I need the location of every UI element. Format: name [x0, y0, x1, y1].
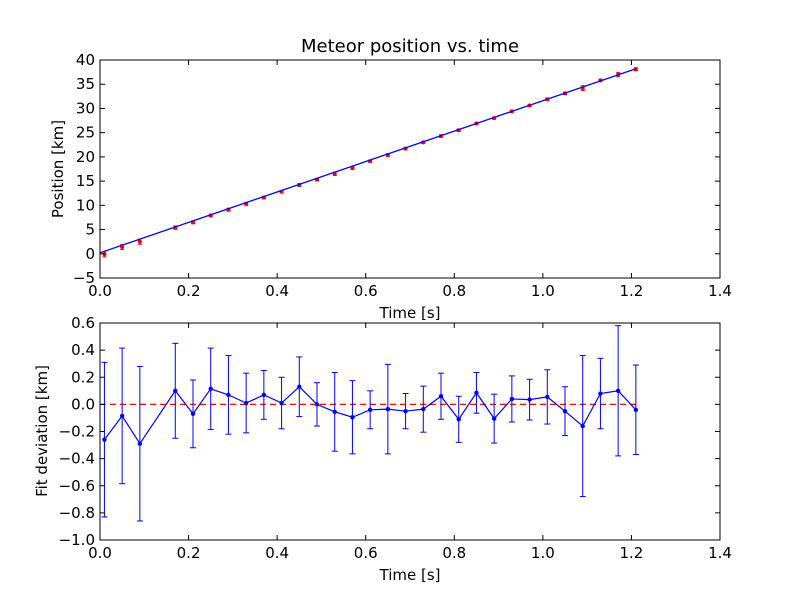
deviation-data-point	[102, 437, 107, 442]
deviation-y-tick-label: −0.2	[59, 423, 95, 441]
deviation-y-axis-label: Fit deviation [km]	[33, 365, 51, 497]
deviation-y-tick-label: 0.4	[71, 341, 95, 359]
deviation-data-point	[421, 406, 426, 412]
position-y-tick-label: −5	[73, 269, 95, 287]
deviation-panel: 0.0 0.2 0.4 0.6 0.8 1.0 1.2 1.4 −1.0 −0.8 −0.6 −0.4…	[33, 314, 732, 584]
position-y-tick-label: 10	[76, 196, 95, 214]
position-panel: 0.0 0.2 0.4 0.6 0.8 1.0 1.2 1.4 −5 0 5 10 15 20 25 30 35…	[49, 36, 732, 322]
position-axes-frame	[99, 59, 721, 279]
deviation-data-point	[438, 394, 444, 399]
deviation-data-point	[474, 390, 479, 396]
position-x-tick-label: 0.8	[442, 282, 466, 300]
position-ticks: 0.0 0.2 0.4 0.6 0.8 1.0 1.2 1.4 −5 0 5 10 15 20 25 30 35…	[73, 51, 732, 300]
deviation-x-tick-label: 0.2	[177, 544, 201, 562]
deviation-data-point	[403, 408, 408, 414]
deviation-x-tick-label: 1.0	[531, 544, 555, 562]
deviation-y-tick-label: −1.0	[59, 531, 95, 549]
position-x-tick-label: 0.0	[88, 282, 112, 300]
deviation-x-tick-label: 1.4	[708, 544, 732, 562]
deviation-data-point	[261, 392, 267, 398]
deviation-x-tick-label: 0.8	[442, 544, 466, 562]
deviation-data-point	[385, 406, 391, 412]
deviation-data-point	[226, 392, 231, 398]
deviation-data-point	[456, 417, 461, 422]
deviation-data-point	[491, 416, 497, 421]
position-y-tick-label: 5	[85, 221, 95, 239]
deviation-x-tick-label: 1.2	[619, 544, 643, 562]
position-y-tick-label: 0	[85, 245, 95, 263]
deviation-y-tick-label: 0.0	[71, 395, 95, 413]
deviation-data-point	[173, 388, 178, 394]
deviation-data-point	[580, 423, 585, 429]
deviation-data-point	[297, 384, 302, 389]
position-y-axis-label: Position [km]	[49, 120, 67, 218]
deviation-data-point	[350, 415, 355, 420]
deviation-data-point	[332, 409, 337, 415]
deviation-data-point	[545, 394, 550, 400]
deviation-data-point	[190, 411, 196, 417]
position-fit-line	[99, 68, 637, 254]
position-chart-title: Meteor position vs. time	[301, 36, 519, 57]
deviation-data-point	[314, 402, 320, 407]
position-x-tick-label: 1.4	[708, 282, 732, 300]
deviation-ticks: 0.0 0.2 0.4 0.6 0.8 1.0 1.2 1.4 −1.0 −0.8 −0.6 −0.4…	[59, 314, 732, 562]
deviation-data-point	[509, 396, 515, 402]
deviation-data-point	[633, 407, 639, 412]
position-plot-area	[99, 67, 638, 258]
deviation-x-tick-label: 0.0	[88, 544, 112, 562]
deviation-data-point	[137, 441, 143, 446]
position-y-tick-label: 30	[76, 99, 95, 117]
position-y-tick-label: 20	[76, 148, 95, 166]
deviation-data-point	[367, 407, 373, 412]
deviation-x-axis-label: Time [s]	[379, 566, 441, 584]
position-y-tick-label: 40	[76, 51, 95, 69]
deviation-data-point	[527, 397, 532, 402]
deviation-plot-area	[100, 325, 639, 522]
position-x-tick-label: 1.2	[619, 282, 643, 300]
deviation-y-tick-label: −0.4	[59, 450, 95, 468]
deviation-data-point	[615, 388, 621, 394]
deviation-data-point	[562, 408, 568, 414]
position-x-tick-label: 0.2	[177, 282, 201, 300]
position-x-tick-label: 0.4	[265, 282, 289, 300]
deviation-x-tick-label: 0.6	[354, 544, 378, 562]
deviation-data-point	[598, 391, 603, 396]
deviation-y-tick-label: 0.2	[71, 368, 95, 386]
position-y-tick-label: 35	[76, 75, 95, 93]
deviation-data-point	[208, 386, 213, 391]
position-data-point	[137, 239, 142, 244]
position-x-tick-label: 1.0	[531, 282, 555, 300]
deviation-data-point	[119, 413, 125, 419]
position-x-axis-label: Time [s]	[379, 304, 441, 322]
deviation-x-tick-label: 0.4	[265, 544, 289, 562]
deviation-data-point	[279, 400, 284, 406]
position-x-tick-label: 0.6	[354, 282, 378, 300]
deviation-y-tick-label: 0.6	[71, 314, 95, 332]
position-y-tick-label: 15	[76, 172, 95, 190]
position-y-tick-label: 25	[76, 124, 95, 142]
deviation-y-tick-label: −0.8	[59, 504, 95, 522]
deviation-series-line	[103, 385, 637, 445]
deviation-y-tick-label: −0.6	[59, 477, 95, 495]
deviation-data-point	[243, 400, 249, 406]
